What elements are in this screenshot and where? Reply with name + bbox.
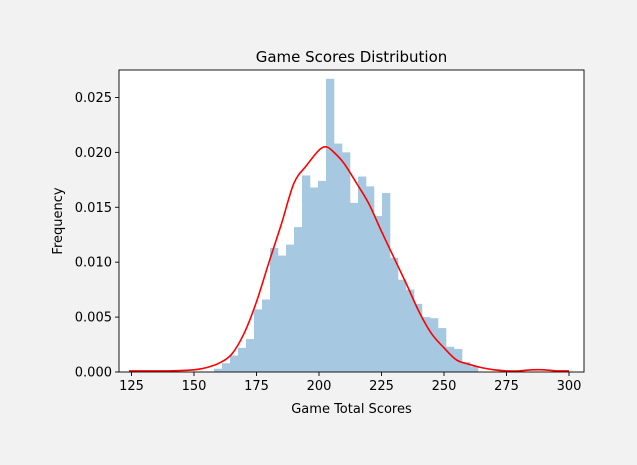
histogram-bar: [254, 309, 262, 372]
histogram-bar: [358, 177, 366, 372]
x-axis-label: Game Total Scores: [291, 402, 412, 417]
histogram-bar: [222, 363, 230, 372]
x-tick-label: 175: [244, 379, 269, 394]
histogram-bar: [382, 193, 390, 372]
histogram-bar: [342, 152, 350, 372]
histogram-bar: [230, 356, 238, 372]
x-tick-label: 275: [494, 379, 519, 394]
chart-title: Game Scores Distribution: [256, 48, 448, 66]
histogram-bar: [278, 256, 286, 372]
histogram-bar: [262, 300, 270, 372]
x-tick-label: 150: [182, 379, 207, 394]
y-tick-label: 0.015: [75, 201, 112, 216]
histogram-bar: [246, 339, 254, 372]
histogram-bar: [374, 216, 382, 372]
y-tick-label: 0.020: [75, 146, 112, 161]
histogram-bar: [238, 348, 246, 372]
histogram-bar: [398, 280, 406, 372]
y-tick-label: 0.000: [75, 366, 112, 381]
histogram-bar: [406, 290, 414, 372]
histogram-bar: [294, 227, 302, 372]
histogram-bar: [318, 181, 326, 372]
y-tick-label: 0.005: [75, 311, 112, 326]
histogram-bar: [310, 188, 318, 372]
histogram-bar: [302, 175, 310, 372]
x-tick-label: 200: [307, 379, 332, 394]
histogram-bar: [350, 203, 358, 372]
histogram-bar: [286, 245, 294, 372]
x-tick-label: 250: [432, 379, 457, 394]
x-tick-label: 225: [369, 379, 394, 394]
histogram-bar: [334, 144, 342, 372]
histogram-bar: [270, 248, 278, 372]
histogram-bar: [430, 318, 438, 372]
histogram-bar: [214, 369, 222, 372]
x-tick-label: 125: [119, 379, 144, 394]
histogram-bar: [390, 258, 398, 372]
x-tick-label: 300: [557, 379, 582, 394]
y-axis-label: Frequency: [51, 187, 66, 254]
histogram-bar: [326, 79, 334, 372]
y-tick-label: 0.025: [75, 91, 112, 106]
y-tick-label: 0.010: [75, 256, 112, 271]
